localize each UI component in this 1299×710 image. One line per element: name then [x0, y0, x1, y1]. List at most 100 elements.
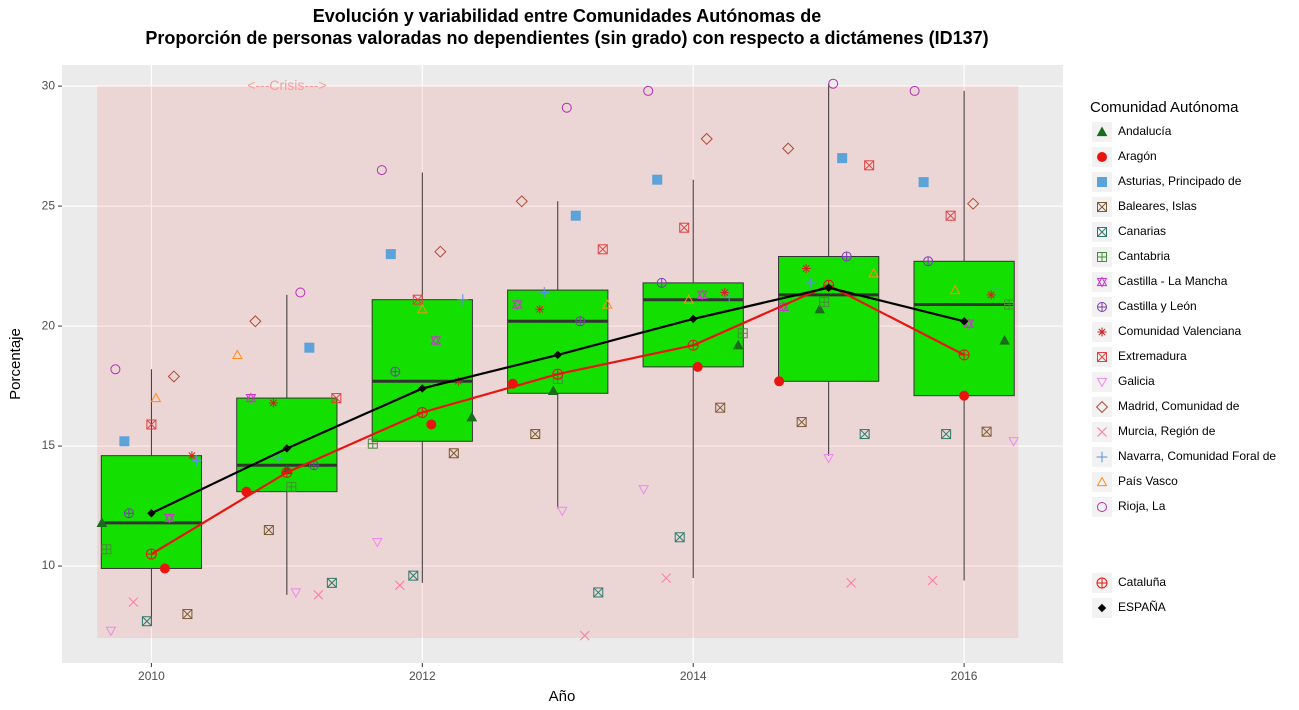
legend-marker: [1096, 577, 1108, 589]
data-point: [859, 429, 870, 440]
legend-marker: [1096, 126, 1108, 137]
marker-part: [182, 609, 193, 619]
marker-part: [147, 509, 156, 518]
marker-part: [466, 411, 478, 422]
data-point: [967, 197, 980, 210]
marker-part: [683, 294, 695, 304]
line-point: [282, 444, 292, 453]
data-point: [272, 452, 284, 464]
legend-label: Baleares, Islas: [1118, 199, 1197, 213]
x-tick-label: 2010: [138, 669, 165, 683]
marker-part: [652, 174, 663, 185]
marker-part: [945, 210, 956, 221]
legend-label: Galicia: [1118, 374, 1155, 388]
data-point: [164, 512, 175, 524]
marker-part: [696, 290, 708, 301]
data-point: [597, 244, 608, 255]
legend-key: [1092, 372, 1112, 392]
data-point: [448, 448, 459, 459]
data-point: [579, 630, 590, 641]
data-point: [805, 277, 817, 289]
data-point: [796, 417, 807, 428]
data-point: [295, 287, 306, 298]
data-point: [515, 195, 528, 208]
y-tick-label: 25: [42, 198, 56, 212]
marker-part: [188, 452, 196, 460]
marker-part: [426, 419, 437, 430]
marker-part: [408, 570, 419, 581]
legend-marker: [1097, 603, 1107, 613]
data-point: [661, 573, 672, 583]
marker-part: [1097, 352, 1107, 362]
annotation: <---Crisis--->: [247, 77, 326, 93]
x-tick-label: 2014: [680, 669, 707, 683]
marker-part: [859, 429, 870, 440]
legend-marker: [1096, 451, 1108, 463]
data-point: [331, 393, 342, 404]
line-point: [959, 317, 969, 326]
data-point: [313, 589, 324, 600]
marker-part: [167, 370, 181, 383]
marker-part: [556, 506, 568, 517]
marker-part: [1095, 400, 1109, 414]
marker-part: [864, 160, 875, 171]
marker-part: [142, 616, 152, 627]
marker-part: [245, 393, 257, 404]
marker-part: [1097, 227, 1107, 237]
data-point: [123, 508, 134, 519]
marker-part: [864, 160, 875, 171]
marker-part: [430, 336, 442, 347]
legend-label: Comunidad Valenciana: [1118, 324, 1242, 338]
data-point: [841, 251, 852, 262]
marker-part: [269, 399, 277, 407]
marker-part: [159, 563, 170, 574]
legend-label: Murcia, Región de: [1118, 424, 1216, 438]
marker-part: [981, 426, 992, 437]
data-point: [999, 334, 1010, 345]
data-point: [715, 402, 726, 413]
data-point: [245, 392, 257, 404]
marker-part: [700, 132, 713, 146]
marker-part: [963, 319, 974, 330]
data-point: [561, 102, 572, 113]
marker-part: [715, 402, 726, 413]
data-point: [949, 284, 961, 295]
marker-part: [232, 349, 243, 359]
data-point: [1004, 299, 1015, 310]
data-point: [868, 267, 880, 278]
marker-part: [941, 429, 951, 439]
marker-part: [385, 249, 396, 260]
data-point: [774, 376, 785, 387]
legend-marker: [1096, 276, 1108, 288]
data-point: [146, 419, 157, 430]
legend-key: [1092, 472, 1112, 492]
data-point: [304, 342, 315, 353]
data-point: [430, 334, 442, 347]
data-point: [923, 256, 934, 267]
marker-part: [1097, 502, 1107, 512]
data-point: [96, 517, 108, 527]
chart-title: Proporción de personas valoradas no depe…: [145, 28, 988, 48]
data-point: [945, 210, 956, 221]
legend-label: Andalucía: [1118, 124, 1172, 138]
legend-marker: [1096, 377, 1108, 388]
data-point: [700, 132, 713, 146]
marker-part: [536, 305, 544, 313]
legend-marker: [1097, 202, 1107, 212]
marker-part: [868, 267, 880, 278]
marker-part: [418, 384, 427, 393]
marker-part: [530, 429, 541, 440]
marker-part: [1096, 126, 1108, 137]
marker-part: [909, 85, 920, 96]
data-point: [837, 153, 848, 164]
marker-part: [679, 222, 690, 233]
marker-part: [570, 210, 581, 221]
marker-part: [1097, 427, 1107, 437]
marker-part: [331, 393, 342, 404]
marker-part: [732, 339, 744, 350]
marker-part: [141, 616, 152, 627]
y-tick-label: 20: [42, 318, 56, 332]
marker-part: [1096, 377, 1108, 388]
marker-part: [643, 85, 654, 96]
y-tick-label: 15: [42, 438, 56, 452]
